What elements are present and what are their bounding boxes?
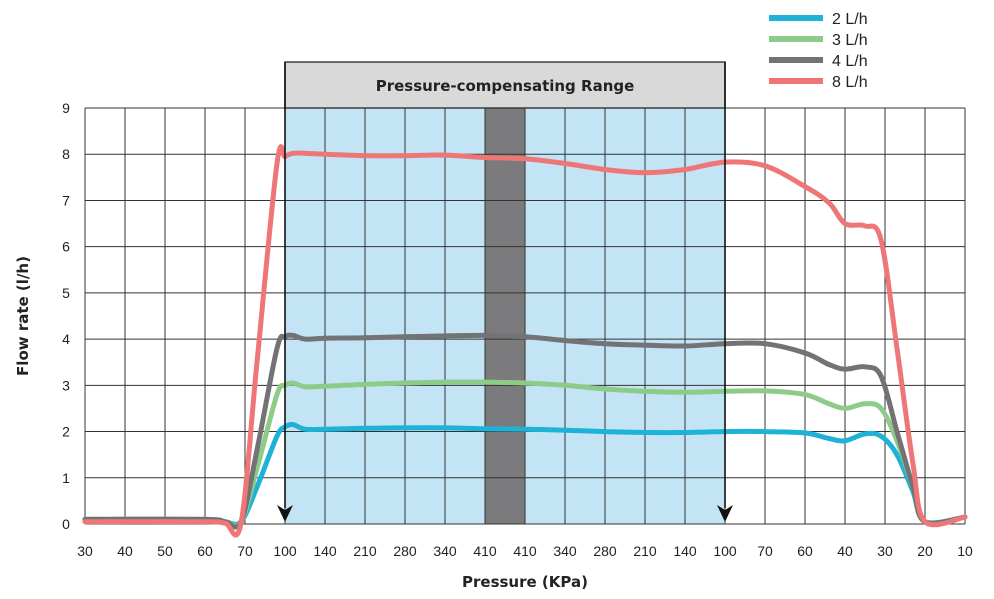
x-tick-label: 280 [593,543,617,559]
x-axis-ticks: 30 40 50 60 70 100 140 210 280 340 410 410 340 280 210… [77,543,973,559]
x-tick-label: 280 [393,543,417,559]
y-axis-ticks: 0 1 2 3 4 5 6 7 8 9 [62,100,70,532]
range-center-bar [485,108,525,524]
y-tick-label: 4 [62,331,70,347]
x-tick-label: 410 [473,543,497,559]
x-tick-label: 60 [197,543,213,559]
x-tick-label: 30 [877,543,893,559]
x-tick-label: 10 [957,543,973,559]
y-tick-label: 9 [62,100,70,116]
range-header-box [284,61,726,109]
legend-label: 3 L/h [832,32,868,49]
x-tick-label: 340 [553,543,577,559]
x-tick-label: 210 [353,543,377,559]
x-tick-label: 30 [77,543,93,559]
x-tick-label: 140 [673,543,697,559]
y-tick-label: 7 [62,192,70,208]
range-label: Pressure-compensating Range [376,77,635,95]
x-tick-label: 50 [157,543,173,559]
legend-label: 8 L/h [832,74,868,91]
x-tick-label: 140 [313,543,337,559]
x-tick-label: 100 [273,543,297,559]
series-line-3 [82,332,968,530]
y-axis-title: Flow rate (l/h) [14,256,32,376]
down-arrow-icon [277,505,293,522]
x-tick-label: 70 [237,543,253,559]
y-tick-label: 0 [62,516,70,532]
x-tick-label: 210 [633,543,657,559]
y-tick-label: 6 [62,239,70,255]
x-tick-label: 60 [797,543,813,559]
x-tick-label: 340 [433,543,457,559]
series-lines [82,144,968,538]
legend-label: 4 L/h [832,53,868,70]
chart-grid [84,107,966,525]
legend-label: 2 L/h [832,11,868,28]
y-tick-label: 2 [62,424,70,440]
x-tick-label: 100 [713,543,737,559]
y-tick-label: 1 [62,470,70,486]
y-tick-label: 5 [62,285,70,301]
y-tick-label: 8 [62,146,70,162]
down-arrow-icon [717,505,733,522]
x-axis-title: Pressure (KPa) [462,573,588,591]
series-line-4 [82,144,968,538]
series-line-2 [82,379,968,529]
range-boundary-arrows [277,62,733,522]
x-tick-label: 410 [513,543,537,559]
y-tick-label: 3 [62,377,70,393]
x-tick-label: 70 [757,543,773,559]
x-tick-label: 40 [837,543,853,559]
series-line-1 [82,422,968,527]
x-tick-label: 20 [917,543,933,559]
legend: 2 L/h 3 L/h 4 L/h 8 L/h [769,11,868,91]
x-tick-label: 40 [117,543,133,559]
